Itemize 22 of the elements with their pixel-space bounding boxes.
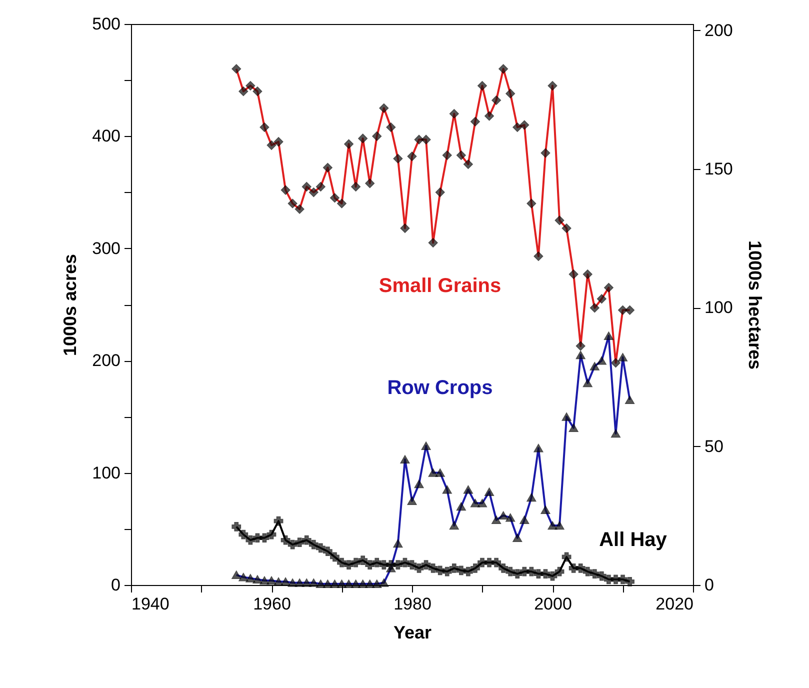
- y2-tick-label: 50: [704, 436, 724, 456]
- y-tick-label: 400: [92, 126, 120, 146]
- x-tick-label: 1980: [394, 594, 432, 614]
- y-tick-label: 300: [92, 238, 120, 258]
- x-axis-title: Year: [393, 622, 432, 642]
- x-tick-label: 1960: [253, 594, 291, 614]
- y-tick-label: 0: [111, 576, 120, 594]
- y-tick-label: 100: [92, 463, 120, 482]
- y-tick-label: 200: [92, 351, 120, 370]
- y2-tick-label: 0: [704, 576, 714, 594]
- y-tick-label: 500: [92, 14, 120, 34]
- text: Row Crops: [387, 377, 493, 399]
- y2-tick-label: 200: [704, 20, 733, 40]
- y-axis-title: 1000s acres: [60, 254, 80, 356]
- x-tick-label: 2020: [656, 594, 694, 614]
- y2-tick-label: 100: [704, 298, 733, 318]
- series-label: All Hay: [599, 529, 668, 551]
- series-label: Small Grains: [378, 275, 502, 297]
- x-tick-label: 1940: [132, 594, 170, 614]
- y2-axis-title: 1000s hectares: [744, 240, 765, 370]
- y2-tick-label: 150: [704, 160, 733, 179]
- x-tick-label: 2000: [534, 594, 572, 614]
